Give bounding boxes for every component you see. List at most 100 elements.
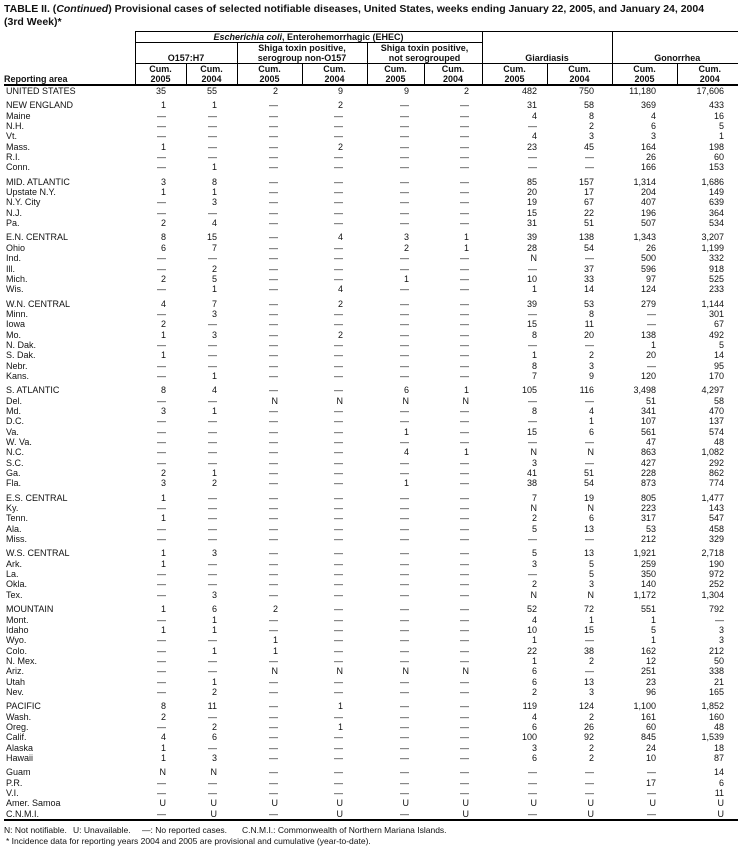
value-cell: — [334,121,343,132]
value-cell: 228 [640,468,657,479]
value-cell: — [269,273,278,284]
reporting-area-cell: Wis. [6,284,24,295]
value-cell: 364 [709,207,725,218]
value-cell: — [460,558,470,569]
value-cell: 792 [709,604,725,615]
value-cell: — [400,676,409,687]
value-cell: — [400,284,409,295]
reporting-area-cell: Mo. [6,329,22,340]
value-cell: — [334,686,343,697]
value-cell: — [334,767,343,778]
reporting-area-cell: Ky. [6,503,19,514]
value-cell: — [400,298,409,309]
value-cell: — [208,492,217,503]
value-cell: 774 [709,478,725,489]
cum-label: Cum. [568,64,591,74]
value-cell: — [269,360,278,371]
value-cell: 1 [211,614,217,625]
value-cell: 15 [206,232,217,243]
value-cell: 10 [527,273,538,284]
value-cell: — [334,253,343,264]
value-cell: — [269,187,278,198]
value-cell: — [269,350,278,361]
value-cell: — [400,110,409,121]
shiga-non-o157-header: Shiga toxin positive, serogroup non-O157 [237,42,368,64]
value-cell: — [334,131,343,142]
value-cell: 2 [160,273,166,284]
value-cell: — [269,232,278,243]
value-cell: 1 [211,162,217,173]
value-cell: — [269,141,278,152]
value-cell: — [269,589,278,600]
value-cell: — [400,711,409,722]
reporting-area-cell: W.N. CENTRAL [6,298,71,309]
o157-header: O157:H7 [134,42,238,64]
value-cell: U [336,798,344,809]
value-cell: 1 [160,752,166,763]
value-cell: — [269,808,278,819]
value-cell: N [271,395,279,406]
value-cell: — [460,308,470,319]
value-cell: 14 [584,284,595,295]
value-cell: — [334,569,343,580]
value-cell: — [400,635,409,646]
value-cell: — [400,732,409,743]
reporting-area-cell: Guam [6,767,31,778]
value-cell: 1 [719,131,725,142]
value-cell: 19 [527,197,538,208]
value-cell: — [157,777,166,788]
value-cell: U [530,798,538,809]
reporting-area-cell: C.N.M.I. [6,808,39,819]
value-cell: — [157,523,166,534]
cum-header-9: Cum. 2005 [612,63,678,86]
value-cell: 2 [464,86,470,96]
value-cell: 2 [211,263,217,274]
table-row: Va. — — — — 1 — 15 6 561 574 [4,427,738,437]
value-cell: 140 [640,579,657,590]
year-label: 2004 [201,74,222,84]
value-cell: — [400,162,409,173]
table-row: Calif. 4 6 — — — — 100 92 845 1,539 [4,732,738,742]
value-cell: — [334,468,343,479]
reporting-area-cell: La. [6,569,19,580]
value-cell: 1 [160,513,166,524]
value-cell: — [157,370,166,381]
value-cell: — [460,645,470,656]
value-cell: — [334,426,343,437]
value-cell: 574 [709,426,725,437]
value-cell: N [336,666,344,677]
value-cell: 95 [714,360,725,371]
table-row: Upstate N.Y. 1 1 — — — — 20 17 204 149 [4,187,738,197]
value-cell: 170 [709,370,725,381]
reporting-area-cell: Tenn. [6,513,29,524]
value-cell: 4 [403,447,409,458]
value-cell: — [585,635,595,646]
value-cell: — [269,405,278,416]
reporting-area-cell: NEW ENGLAND [6,100,74,111]
value-cell: — [400,614,409,625]
value-cell: — [460,478,470,489]
title-continued: Continued [56,3,109,15]
value-cell: — [208,131,217,142]
value-cell: 4 [337,232,343,243]
value-cell: — [157,447,166,458]
value-cell: 845 [640,732,657,743]
value-cell: U [462,798,470,809]
reporting-area-cell: Alaska [6,742,34,753]
value-cell: — [460,457,470,468]
value-cell: — [208,666,217,677]
value-cell: 1 [160,548,166,559]
value-cell: 1,477 [701,492,725,503]
value-cell: — [334,655,343,666]
value-cell: 10 [527,624,538,635]
value-cell: — [157,339,166,350]
value-cell: U [587,808,595,819]
value-cell: 470 [709,405,725,416]
value-cell: — [400,468,409,479]
value-cell: — [400,503,409,514]
value-cell: 23 [646,676,657,687]
value-cell: — [400,645,409,656]
value-cell: 1 [532,284,538,295]
value-cell: — [460,468,470,479]
value-cell: 166 [640,162,657,173]
